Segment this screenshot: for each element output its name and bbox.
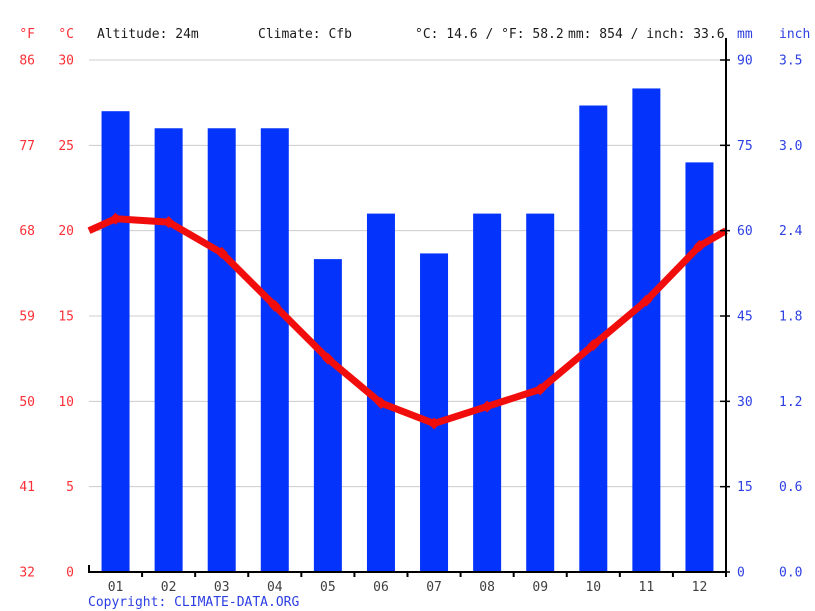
temperature-point-08 bbox=[481, 400, 494, 413]
celsius-tick-label: 25 bbox=[58, 139, 74, 154]
month-label-12: 12 bbox=[692, 580, 708, 595]
celsius-tick-label: 15 bbox=[58, 310, 74, 325]
mm-tick-label: 15 bbox=[737, 480, 753, 495]
temperature-point-04 bbox=[268, 299, 281, 312]
celsius-tick-label: 30 bbox=[58, 54, 74, 69]
inch-tick-label: 1.2 bbox=[779, 395, 802, 410]
month-label-07: 07 bbox=[426, 580, 442, 595]
inch-tick-label: 0.0 bbox=[779, 566, 802, 581]
precip-bar-03 bbox=[207, 128, 236, 572]
precip-bar-05 bbox=[313, 259, 342, 572]
precip-bar-04 bbox=[260, 128, 289, 572]
precip-bar-07 bbox=[420, 253, 449, 572]
fahrenheit-tick-label: 41 bbox=[19, 480, 35, 495]
celsius-tick-label: 20 bbox=[58, 224, 74, 239]
precip-bar-12 bbox=[685, 162, 714, 572]
precip-bar-11 bbox=[632, 88, 661, 572]
month-label-10: 10 bbox=[585, 580, 601, 595]
mm-tick-label: 45 bbox=[737, 310, 753, 325]
fahrenheit-tick-label: 68 bbox=[19, 224, 35, 239]
fahrenheit-tick-label: 77 bbox=[19, 139, 35, 154]
copyright-prefix: Copyright: bbox=[88, 595, 175, 610]
month-label-01: 01 bbox=[108, 580, 124, 595]
celsius-tick-label: 10 bbox=[58, 395, 74, 410]
mm-tick-label: 60 bbox=[737, 224, 753, 239]
celsius-tick-label: 5 bbox=[66, 480, 74, 495]
fahrenheit-tick-label: 32 bbox=[19, 566, 35, 581]
month-label-08: 08 bbox=[479, 580, 495, 595]
mm-tick-label: 90 bbox=[737, 54, 753, 69]
temperature-point-12 bbox=[693, 240, 706, 253]
temperature-point-11 bbox=[640, 294, 653, 307]
fahrenheit-tick-label: 59 bbox=[19, 310, 35, 325]
month-label-11: 11 bbox=[639, 580, 655, 595]
mm-tick-label: 30 bbox=[737, 395, 753, 410]
climate-classification-label: Climate: Cfb bbox=[258, 27, 352, 42]
fahrenheit-axis-unit-label: °F bbox=[19, 27, 35, 42]
precip-bar-08 bbox=[473, 213, 502, 572]
celsius-axis-unit-label: °C bbox=[58, 27, 74, 42]
temperature-point-02 bbox=[162, 216, 175, 229]
fahrenheit-tick-label: 86 bbox=[19, 54, 35, 69]
inch-tick-label: 1.8 bbox=[779, 310, 802, 325]
celsius-tick-label: 0 bbox=[66, 566, 74, 581]
mean-temperature-summary: °C: 14.6 / °F: 58.2 bbox=[415, 27, 564, 42]
temperature-point-05 bbox=[321, 352, 334, 365]
inch-tick-label: 3.5 bbox=[779, 54, 802, 69]
temperature-point-10 bbox=[587, 339, 600, 352]
month-label-06: 06 bbox=[373, 580, 389, 595]
month-label-03: 03 bbox=[214, 580, 230, 595]
fahrenheit-tick-label: 50 bbox=[19, 395, 35, 410]
inch-tick-label: 3.0 bbox=[779, 139, 802, 154]
climate-data-org-link[interactable]: CLIMATE-DATA.ORG bbox=[174, 595, 300, 610]
temperature-point-06 bbox=[374, 397, 387, 410]
inch-axis-unit-label: inch bbox=[779, 27, 811, 42]
inch-tick-label: 0.6 bbox=[779, 480, 802, 495]
temperature-point-09 bbox=[534, 383, 547, 396]
temperature-line bbox=[87, 215, 728, 428]
mm-tick-label: 75 bbox=[737, 139, 753, 154]
copyright-line: Copyright: CLIMATE-DATA.ORG bbox=[88, 595, 299, 610]
altitude-label: Altitude: 24m bbox=[97, 27, 199, 42]
annual-precipitation-summary: mm: 854 / inch: 33.6 bbox=[568, 27, 725, 42]
temperature-point-07 bbox=[428, 417, 441, 430]
month-label-09: 09 bbox=[532, 580, 548, 595]
month-label-05: 05 bbox=[320, 580, 336, 595]
month-label-04: 04 bbox=[267, 580, 283, 595]
precip-bar-02 bbox=[154, 128, 183, 572]
temperature-point-03 bbox=[215, 246, 228, 259]
precip-bar-01 bbox=[101, 111, 130, 572]
inch-tick-label: 2.4 bbox=[779, 224, 803, 239]
temperature-point-01 bbox=[109, 212, 122, 225]
mm-tick-label: 0 bbox=[737, 566, 745, 581]
month-label-02: 02 bbox=[161, 580, 177, 595]
mm-axis-unit-label: mm bbox=[737, 27, 753, 42]
